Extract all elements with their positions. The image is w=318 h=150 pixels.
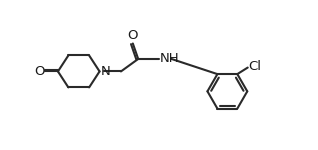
Text: N: N <box>101 65 110 78</box>
Text: O: O <box>128 29 138 42</box>
Text: NH: NH <box>159 52 179 65</box>
Text: O: O <box>34 65 44 78</box>
Text: Cl: Cl <box>248 60 261 74</box>
